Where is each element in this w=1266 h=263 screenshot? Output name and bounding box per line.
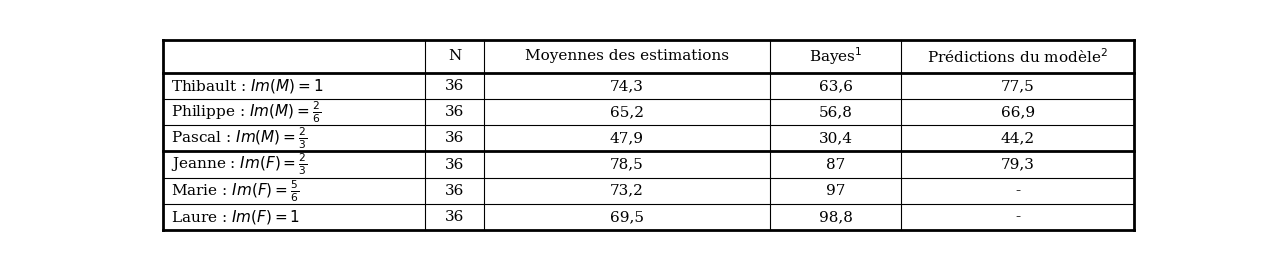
Text: N: N bbox=[448, 49, 461, 63]
Text: 47,9: 47,9 bbox=[610, 132, 644, 145]
Text: 78,5: 78,5 bbox=[610, 158, 644, 171]
Text: 63,6: 63,6 bbox=[819, 79, 853, 93]
Text: Philippe : $Im(M) = \frac{2}{6}$: Philippe : $Im(M) = \frac{2}{6}$ bbox=[171, 99, 322, 125]
Text: Moyennes des estimations: Moyennes des estimations bbox=[525, 49, 729, 63]
Text: Laure : $Im(F) = 1$: Laure : $Im(F) = 1$ bbox=[171, 208, 300, 226]
Text: 44,2: 44,2 bbox=[1001, 132, 1036, 145]
Text: 65,2: 65,2 bbox=[610, 105, 644, 119]
Text: 36: 36 bbox=[444, 210, 465, 224]
Text: 36: 36 bbox=[444, 132, 465, 145]
Text: 56,8: 56,8 bbox=[819, 105, 853, 119]
Text: 74,3: 74,3 bbox=[610, 79, 644, 93]
Text: 77,5: 77,5 bbox=[1001, 79, 1034, 93]
Text: Jeanne : $Im(F) = \frac{2}{3}$: Jeanne : $Im(F) = \frac{2}{3}$ bbox=[171, 152, 308, 177]
Text: 36: 36 bbox=[444, 158, 465, 171]
Text: 36: 36 bbox=[444, 79, 465, 93]
Text: 79,3: 79,3 bbox=[1001, 158, 1034, 171]
Text: Thibault : $Im(M) = 1$: Thibault : $Im(M) = 1$ bbox=[171, 77, 324, 95]
Text: 73,2: 73,2 bbox=[610, 184, 644, 198]
Text: Marie : $Im(F) = \frac{5}{6}$: Marie : $Im(F) = \frac{5}{6}$ bbox=[171, 178, 299, 204]
Text: 36: 36 bbox=[444, 105, 465, 119]
Text: Bayes$^1$: Bayes$^1$ bbox=[809, 45, 862, 67]
Text: -: - bbox=[1015, 210, 1020, 224]
Text: 30,4: 30,4 bbox=[819, 132, 853, 145]
Text: 97: 97 bbox=[827, 184, 846, 198]
Text: 87: 87 bbox=[827, 158, 846, 171]
Text: 66,9: 66,9 bbox=[1001, 105, 1036, 119]
Text: 98,8: 98,8 bbox=[819, 210, 853, 224]
Text: Pascal : $Im(M) = \frac{2}{3}$: Pascal : $Im(M) = \frac{2}{3}$ bbox=[171, 126, 308, 151]
Text: 36: 36 bbox=[444, 184, 465, 198]
Text: Prédictions du modèle$^2$: Prédictions du modèle$^2$ bbox=[928, 47, 1109, 66]
Text: 69,5: 69,5 bbox=[610, 210, 644, 224]
Text: -: - bbox=[1015, 184, 1020, 198]
